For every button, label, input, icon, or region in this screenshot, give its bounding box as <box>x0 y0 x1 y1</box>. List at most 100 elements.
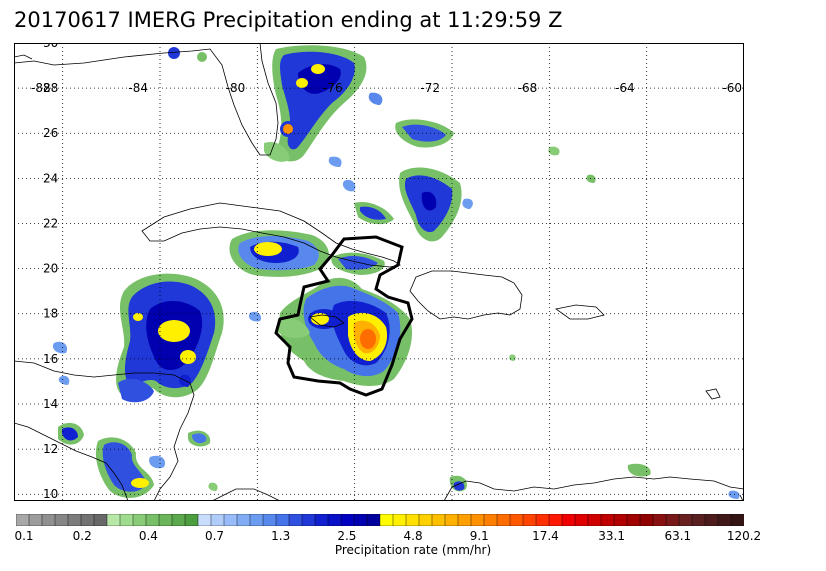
colorbar-swatch <box>483 513 498 527</box>
longitude-label: -84 <box>128 81 148 95</box>
coastlines <box>14 43 744 501</box>
colorbar-tick-label: 33.1 <box>598 529 625 543</box>
precip-field-florida-bahamas <box>168 45 383 192</box>
colorbar-swatch <box>80 513 95 527</box>
colorbar-swatch <box>197 513 212 527</box>
colorbar-swatch <box>145 513 160 527</box>
latitude-label: 16 <box>43 352 58 366</box>
colorbar-swatch <box>301 513 316 527</box>
latitude-label: 30 <box>43 43 58 50</box>
colorbar-swatch <box>522 513 537 527</box>
longitude-labels: -88 -84 -80 -76 -72 -68 -64 -60 <box>31 81 742 95</box>
colorbar-swatch <box>119 513 134 527</box>
colorbar <box>15 513 745 527</box>
map-background <box>14 43 744 501</box>
outlined-region <box>274 235 414 397</box>
colorbar-swatch <box>561 513 576 527</box>
colorbar-tick-label: 1.3 <box>271 529 291 543</box>
longitude-label: -60 <box>722 81 742 95</box>
longitude-label: -68 <box>518 81 538 95</box>
colorbar-swatch <box>210 513 225 527</box>
colorbar-swatch <box>405 513 420 527</box>
colorbar-swatch <box>106 513 121 527</box>
colorbar-swatch <box>236 513 251 527</box>
colorbar-swatch <box>223 513 238 527</box>
colorbar-swatch <box>457 513 472 527</box>
longitude-label: -76 <box>323 81 343 95</box>
colorbar-swatch <box>353 513 368 527</box>
graticule <box>14 43 744 501</box>
colorbar-swatch <box>431 513 446 527</box>
colorbar-swatch <box>41 513 56 527</box>
colorbar-swatch <box>665 513 680 527</box>
colorbar-swatch <box>678 513 693 527</box>
colorbar-swatch <box>639 513 654 527</box>
colorbar-title: Precipitation rate (mm/hr) <box>334 543 492 557</box>
latitude-label: 10 <box>43 487 58 501</box>
colorbar-swatch <box>652 513 667 527</box>
colorbar-swatch <box>717 513 732 527</box>
colorbar-swatch <box>28 513 43 527</box>
colorbar-tick-label: 120.2 <box>726 529 762 543</box>
colorbar-swatch <box>171 513 186 527</box>
colorbar-swatch <box>613 513 628 527</box>
colorbar-swatch <box>574 513 589 527</box>
longitude-label: -80 <box>226 81 246 95</box>
colorbar-swatch <box>158 513 173 527</box>
colorbar-swatch <box>327 513 342 527</box>
colorbar-tick-label: 0.7 <box>204 529 225 543</box>
colorbar-swatch <box>730 513 745 527</box>
latitude-label: 22 <box>43 216 58 230</box>
precip-field-central-bahamas <box>354 119 596 242</box>
latitude-labels: 10 12 14 16 18 20 22 24 26 28 30 <box>43 43 58 501</box>
colorbar-swatch <box>366 513 381 527</box>
latitude-label: 18 <box>43 307 58 321</box>
colorbar-swatch <box>704 513 719 527</box>
colorbar-swatch <box>626 513 641 527</box>
latitude-label: 26 <box>43 126 58 140</box>
colorbar-tick-label: 0.1 <box>14 529 34 543</box>
longitude-label: -64 <box>615 81 635 95</box>
colorbar-swatch <box>444 513 459 527</box>
colorbar-tick-label: 4.8 <box>403 529 423 543</box>
colorbar-swatch <box>379 513 394 527</box>
colorbar-swatch <box>54 513 69 527</box>
latitude-label: 28 <box>43 81 58 95</box>
precip-field-cuba <box>229 230 385 277</box>
colorbar-swatch <box>535 513 550 527</box>
colorbar-swatch <box>340 513 355 527</box>
latitude-label: 20 <box>43 262 58 276</box>
colorbar-swatch <box>275 513 290 527</box>
colorbar-swatch <box>509 513 524 527</box>
colorbar-swatch <box>132 513 147 527</box>
colorbar-tick-label: 0.2 <box>72 529 92 543</box>
longitude-label: -88 <box>31 81 51 95</box>
latitude-label: 12 <box>43 442 58 456</box>
colorbar-swatch <box>15 513 30 527</box>
colorbar-swatch <box>600 513 615 527</box>
precip-field-central-america <box>58 354 740 499</box>
colorbar-swatch <box>314 513 329 527</box>
colorbar-swatch <box>587 513 602 527</box>
colorbar-tick-label: 0.4 <box>138 529 158 543</box>
colorbar-swatch <box>418 513 433 527</box>
colorbar-swatch <box>67 513 82 527</box>
colorbar-swatch <box>262 513 277 527</box>
colorbar-swatch <box>93 513 108 527</box>
colorbar-tick-label: 2.5 <box>337 529 357 543</box>
colorbar-tick-label: 63.1 <box>664 529 692 543</box>
map-frame <box>14 43 744 501</box>
colorbar-swatch <box>470 513 485 527</box>
longitude-label: -72 <box>420 81 440 95</box>
latitude-label: 14 <box>43 397 58 411</box>
latitude-label: 24 <box>43 171 58 185</box>
colorbar-swatch <box>288 513 303 527</box>
precip-field-honduras-gulf <box>52 273 224 403</box>
colorbar-swatch <box>548 513 563 527</box>
precipitation-map: -88 -84 -80 -76 -72 -68 -64 -60 10 12 14 16 18 20 22 2… <box>14 43 744 501</box>
colorbar-swatch <box>691 513 706 527</box>
map-title: 20170617 IMERG Precipitation ending at 1… <box>14 8 563 32</box>
colorbar-swatch <box>392 513 407 527</box>
colorbar-swatch <box>184 513 199 527</box>
colorbar-tick-label: 9.1 <box>469 529 489 543</box>
